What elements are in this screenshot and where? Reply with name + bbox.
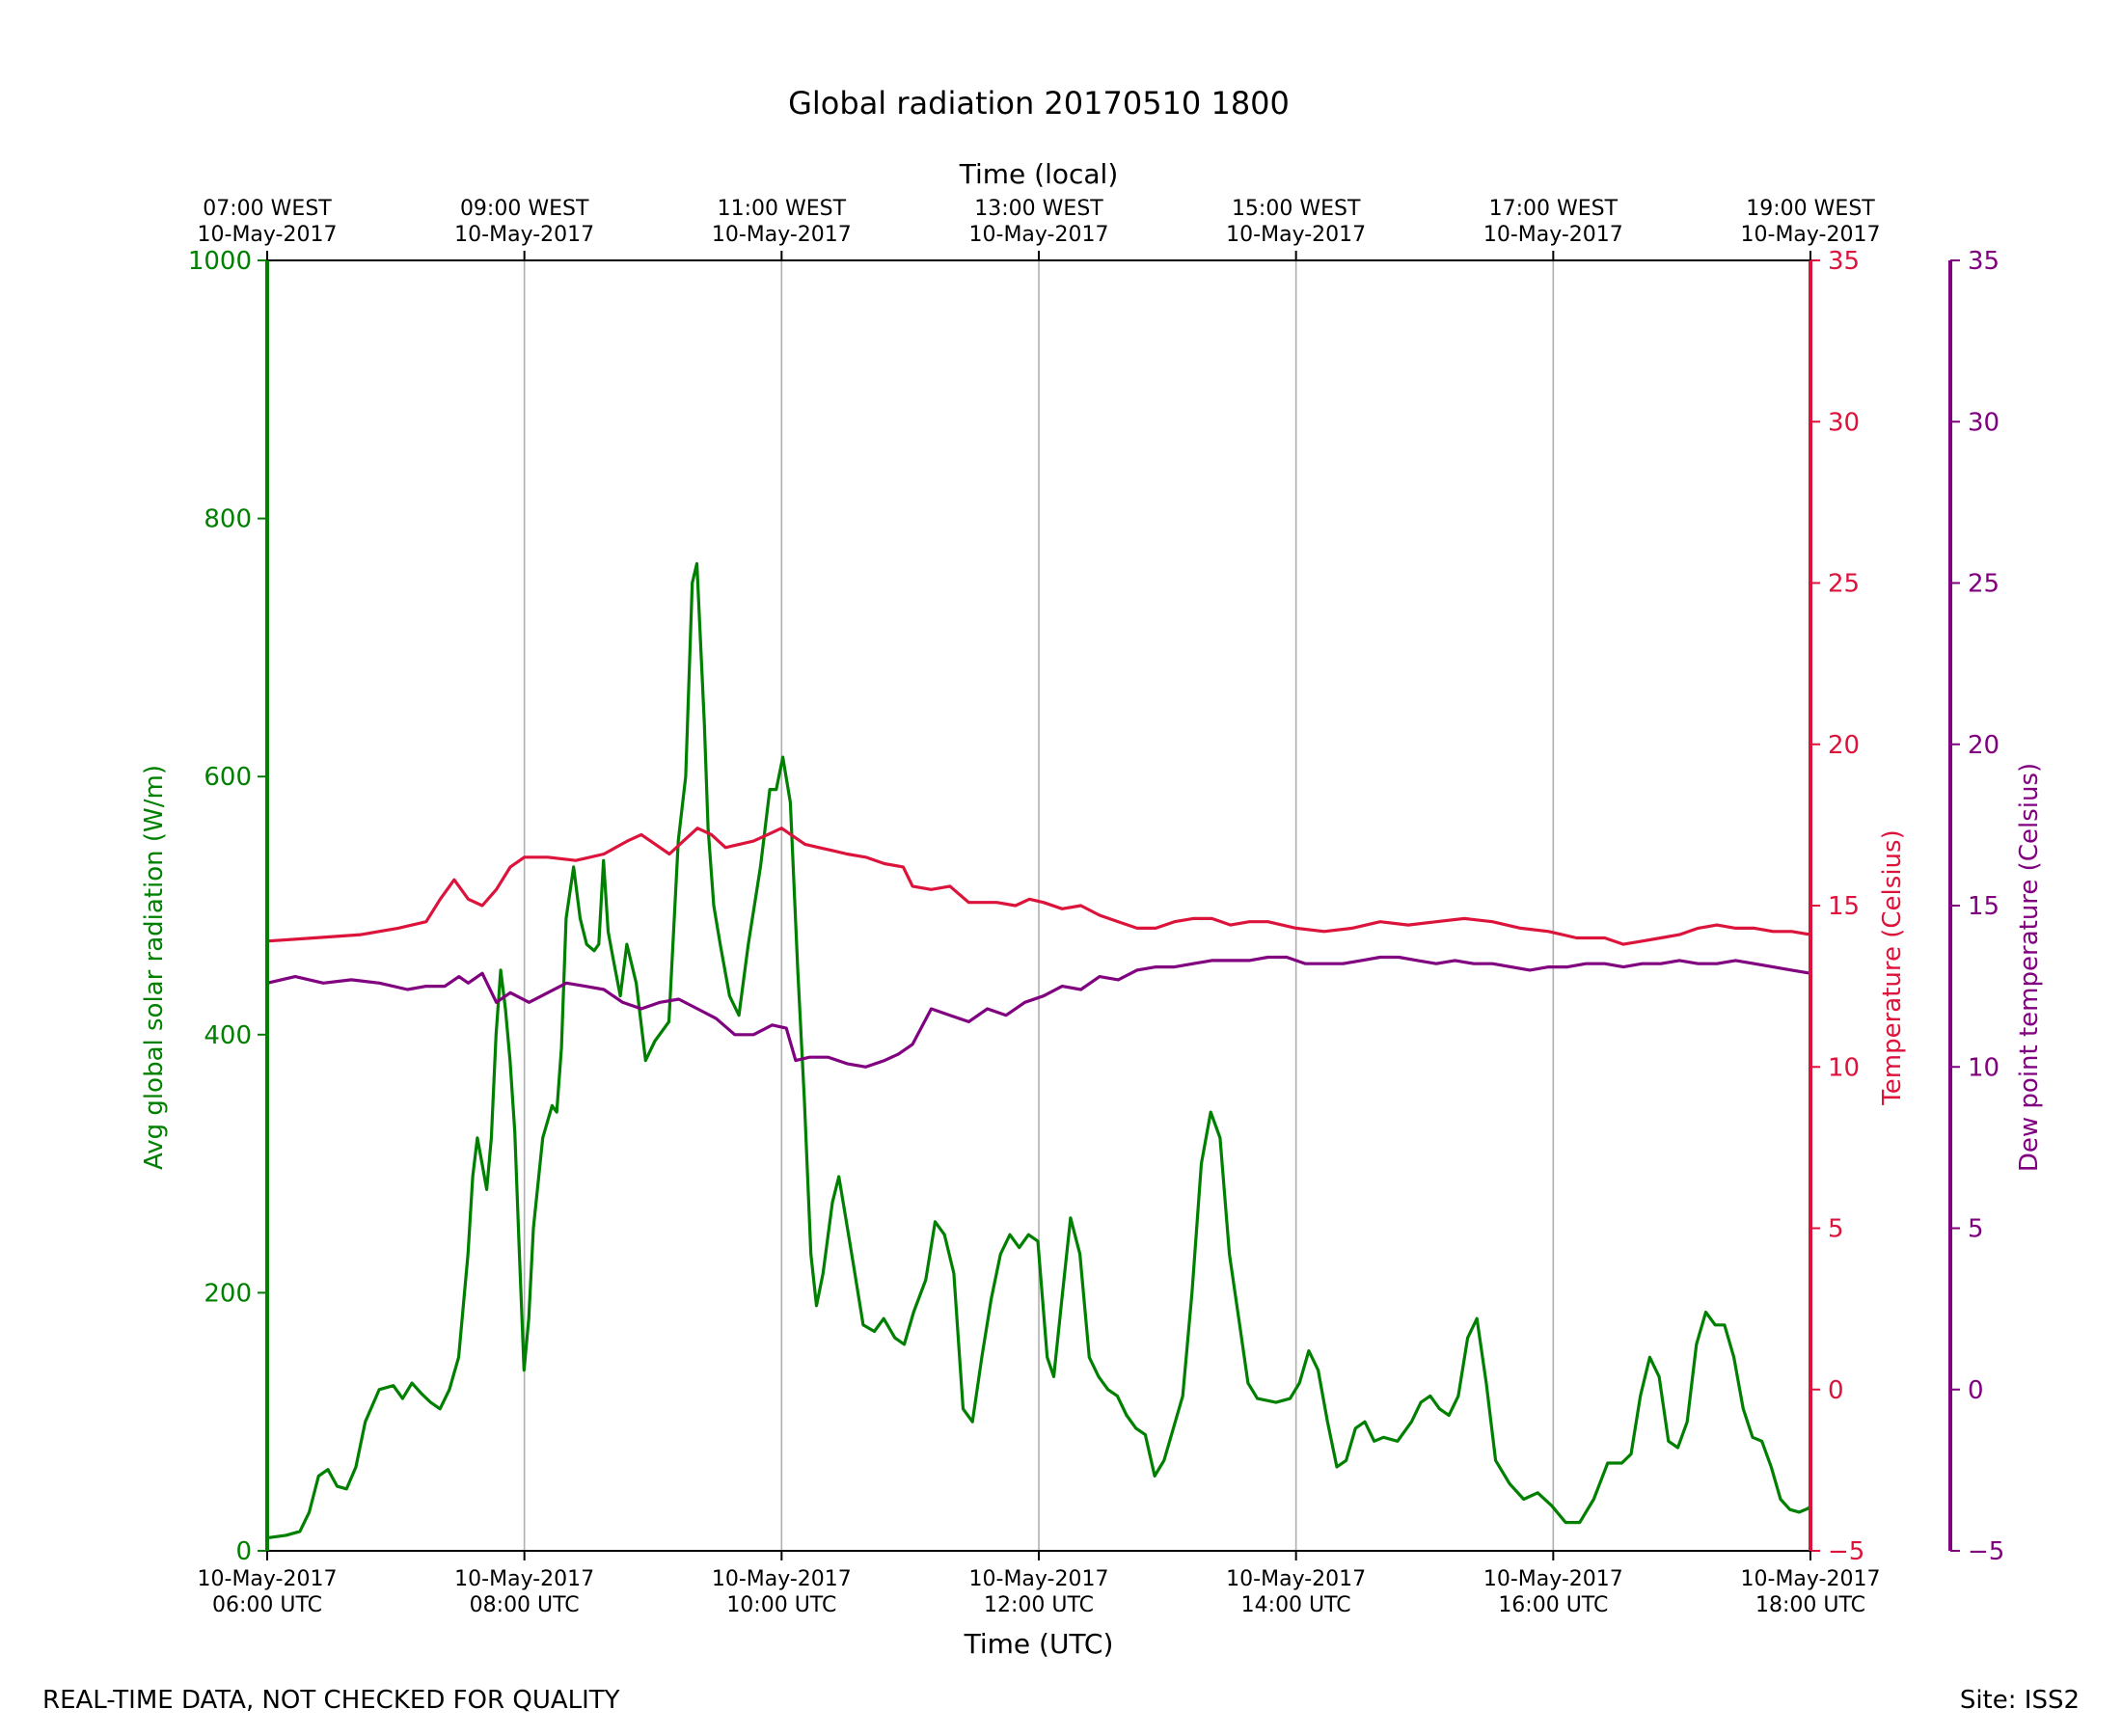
dew-tick-label: −5 [1968,1537,2004,1566]
dewpoint-axis-label: Dew point temperature (Celsius) [2015,763,2044,1172]
top-tick-time: 11:00 WEST [718,197,847,221]
site-label: Site: ISS2 [1959,1686,2080,1715]
bottom-tick-date: 10-May-2017 [712,1567,852,1591]
top-tick-date: 10-May-2017 [1226,223,1366,247]
left-tick-label: 400 [204,1021,252,1050]
bottom-tick-date: 10-May-2017 [1741,1567,1881,1591]
top-tick-date: 10-May-2017 [1483,223,1623,247]
left-axis-label: Avg global solar radiation (W/m) [140,765,169,1170]
bottom-tick-time: 14:00 UTC [1241,1593,1351,1617]
bottom-axis-label: Time (UTC) [964,1628,1114,1660]
dew-tick-label: 20 [1968,731,2000,760]
bottom-tick-time: 12:00 UTC [984,1593,1094,1617]
bottom-tick-time: 18:00 UTC [1755,1593,1865,1617]
temp-tick-label: 30 [1828,408,1860,437]
axes-group [265,259,1952,1552]
dew-tick-label: 10 [1968,1053,2000,1082]
temp-tick-label: −5 [1828,1537,1864,1566]
temp-tick-label: 25 [1828,570,1860,599]
dew-tick-label: 25 [1968,570,2000,599]
bottom-tick-time: 08:00 UTC [470,1593,580,1617]
top-tick-time: 17:00 WEST [1489,197,1619,221]
left-tick-label: 200 [204,1279,252,1308]
bottom-tick-time: 06:00 UTC [212,1593,322,1617]
bottom-tick-date: 10-May-2017 [454,1567,594,1591]
bottom-tick-date: 10-May-2017 [1483,1567,1623,1591]
dew-tick-label: 35 [1968,247,2000,276]
temp-tick-label: 10 [1828,1053,1860,1082]
dew-tick-label: 5 [1968,1215,1984,1244]
bottom-tick-date: 10-May-2017 [198,1567,338,1591]
temperature-axis-label: Temperature (Celsius) [1878,829,1907,1105]
top-tick-time: 07:00 WEST [203,197,332,221]
temp-tick-label: 20 [1828,731,1860,760]
top-tick-time: 13:00 WEST [974,197,1103,221]
temp-tick-label: 0 [1828,1376,1844,1405]
bottom-tick-date: 10-May-2017 [1226,1567,1366,1591]
top-tick-time: 09:00 WEST [460,197,589,221]
temp-tick-label: 5 [1828,1215,1844,1244]
tick-labels-group: 0 200 400 600 800 1000 −5 −5 0 0 5 5 10 10 15 15 20 20 25 2… [188,197,2005,1617]
left-tick-label: 0 [235,1537,252,1566]
top-tick-time: 15:00 WEST [1232,197,1361,221]
bottom-tick-time: 16:00 UTC [1498,1593,1608,1617]
grid-lines [523,260,1555,1551]
left-tick-label: 800 [204,505,252,534]
top-axis-label: Time (local) [959,158,1119,190]
series-line-0 [266,561,1812,1540]
dew-tick-label: 15 [1968,892,2000,921]
series-group [266,561,1812,1540]
bottom-tick-date: 10-May-2017 [969,1567,1109,1591]
chart-title: Global radiation 20170510 1800 [788,85,1290,122]
dew-tick-label: 30 [1968,408,2000,437]
series-line-2 [266,955,1811,1069]
dew-tick-label: 0 [1968,1376,1984,1405]
series-line-1 [266,827,1811,946]
top-tick-time: 19:00 WEST [1746,197,1875,221]
left-tick-label: 1000 [188,247,252,276]
temp-tick-label: 35 [1828,247,1860,276]
top-tick-date: 10-May-2017 [1741,223,1881,247]
top-tick-date: 10-May-2017 [712,223,852,247]
bottom-tick-time: 10:00 UTC [726,1593,836,1617]
quality-disclaimer: REAL-TIME DATA, NOT CHECKED FOR QUALITY [42,1686,620,1715]
top-tick-date: 10-May-2017 [198,223,338,247]
temp-tick-label: 15 [1828,892,1860,921]
left-tick-label: 600 [204,763,252,792]
top-tick-date: 10-May-2017 [454,223,594,247]
top-tick-date: 10-May-2017 [969,223,1109,247]
